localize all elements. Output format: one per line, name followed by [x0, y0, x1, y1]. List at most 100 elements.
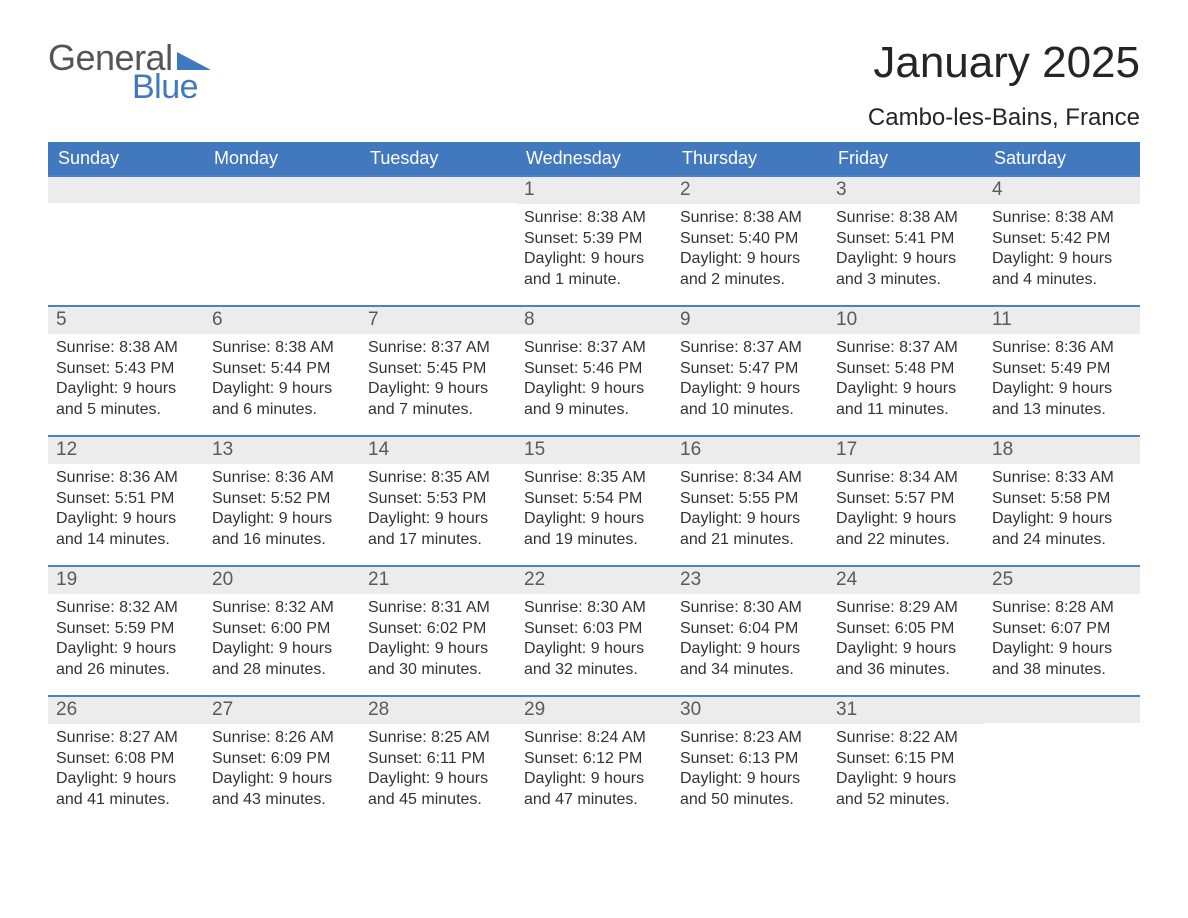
sunrise-value: 8:37 AM	[587, 339, 646, 356]
week-row: 12Sunrise: 8:36 AMSunset: 5:51 PMDayligh…	[48, 435, 1140, 565]
sunset-value: 5:49 PM	[1051, 360, 1111, 377]
daylight-label: Daylight:	[212, 770, 274, 787]
day-number: 29	[516, 695, 672, 724]
day-cell	[204, 175, 360, 305]
sunrise-line: Sunrise: 8:36 AM	[212, 468, 352, 488]
sunrise-label: Sunrise:	[836, 339, 895, 356]
sunset-line: Sunset: 5:55 PM	[680, 489, 820, 509]
day-body: Sunrise: 8:32 AMSunset: 6:00 PMDaylight:…	[204, 594, 360, 688]
sunrise-line: Sunrise: 8:25 AM	[368, 728, 508, 748]
sunset-line: Sunset: 6:03 PM	[524, 619, 664, 639]
sunset-line: Sunset: 6:00 PM	[212, 619, 352, 639]
sunrise-line: Sunrise: 8:36 AM	[56, 468, 196, 488]
sunset-line: Sunset: 6:08 PM	[56, 749, 196, 769]
day-header-row: SundayMondayTuesdayWednesdayThursdayFrid…	[48, 142, 1140, 175]
day-body: Sunrise: 8:35 AMSunset: 5:54 PMDaylight:…	[516, 464, 672, 558]
day-number: 8	[516, 305, 672, 334]
sunset-line: Sunset: 5:46 PM	[524, 359, 664, 379]
day-body: Sunrise: 8:32 AMSunset: 5:59 PMDaylight:…	[48, 594, 204, 688]
day-body: Sunrise: 8:36 AMSunset: 5:52 PMDaylight:…	[204, 464, 360, 558]
sunset-label: Sunset:	[368, 620, 422, 637]
day-cell: 4Sunrise: 8:38 AMSunset: 5:42 PMDaylight…	[984, 175, 1140, 305]
sunrise-line: Sunrise: 8:38 AM	[56, 338, 196, 358]
sunset-line: Sunset: 5:52 PM	[212, 489, 352, 509]
sunset-line: Sunset: 6:12 PM	[524, 749, 664, 769]
daylight-line: Daylight: 9 hours and 16 minutes.	[212, 509, 352, 550]
daylight-line: Daylight: 9 hours and 41 minutes.	[56, 769, 196, 810]
sunset-label: Sunset:	[368, 360, 422, 377]
day-cell: 24Sunrise: 8:29 AMSunset: 6:05 PMDayligh…	[828, 565, 984, 695]
sunrise-line: Sunrise: 8:38 AM	[524, 208, 664, 228]
sunset-label: Sunset:	[56, 750, 110, 767]
sunrise-line: Sunrise: 8:34 AM	[680, 468, 820, 488]
sunset-value: 6:04 PM	[739, 620, 799, 637]
day-body: Sunrise: 8:24 AMSunset: 6:12 PMDaylight:…	[516, 724, 672, 818]
daylight-line: Daylight: 9 hours and 2 minutes.	[680, 249, 820, 290]
day-number: 6	[204, 305, 360, 334]
sunset-value: 5:46 PM	[583, 360, 643, 377]
month-title: January 2025	[868, 40, 1140, 86]
daylight-line: Daylight: 9 hours and 6 minutes.	[212, 379, 352, 420]
sunrise-value: 8:32 AM	[119, 599, 178, 616]
day-cell	[984, 695, 1140, 825]
daylight-label: Daylight:	[524, 250, 586, 267]
day-number: 20	[204, 565, 360, 594]
daylight-label: Daylight:	[836, 510, 898, 527]
sunrise-line: Sunrise: 8:35 AM	[368, 468, 508, 488]
day-number: 24	[828, 565, 984, 594]
sunset-line: Sunset: 5:40 PM	[680, 229, 820, 249]
daylight-label: Daylight:	[524, 380, 586, 397]
day-cell: 18Sunrise: 8:33 AMSunset: 5:58 PMDayligh…	[984, 435, 1140, 565]
daylight-line: Daylight: 9 hours and 52 minutes.	[836, 769, 976, 810]
daylight-line: Daylight: 9 hours and 26 minutes.	[56, 639, 196, 680]
sunrise-value: 8:38 AM	[899, 209, 958, 226]
sunset-label: Sunset:	[212, 490, 266, 507]
sunrise-label: Sunrise:	[680, 339, 739, 356]
day-body: Sunrise: 8:31 AMSunset: 6:02 PMDaylight:…	[360, 594, 516, 688]
sunrise-line: Sunrise: 8:38 AM	[680, 208, 820, 228]
day-number: 23	[672, 565, 828, 594]
day-number: 21	[360, 565, 516, 594]
daylight-label: Daylight:	[56, 380, 118, 397]
sunset-value: 6:08 PM	[115, 750, 175, 767]
day-cell: 15Sunrise: 8:35 AMSunset: 5:54 PMDayligh…	[516, 435, 672, 565]
sunset-value: 5:44 PM	[271, 360, 331, 377]
daylight-label: Daylight:	[680, 380, 742, 397]
day-body: Sunrise: 8:36 AMSunset: 5:49 PMDaylight:…	[984, 334, 1140, 428]
page: General Blue January 2025 Cambo-les-Bain…	[0, 0, 1188, 865]
sunset-label: Sunset:	[992, 490, 1046, 507]
day-cell: 11Sunrise: 8:36 AMSunset: 5:49 PMDayligh…	[984, 305, 1140, 435]
day-number: 18	[984, 435, 1140, 464]
sunset-line: Sunset: 6:13 PM	[680, 749, 820, 769]
sunset-value: 6:11 PM	[427, 750, 485, 767]
daylight-line: Daylight: 9 hours and 34 minutes.	[680, 639, 820, 680]
daylight-line: Daylight: 9 hours and 30 minutes.	[368, 639, 508, 680]
sunset-line: Sunset: 5:39 PM	[524, 229, 664, 249]
sunset-value: 5:45 PM	[427, 360, 487, 377]
day-body: Sunrise: 8:38 AMSunset: 5:40 PMDaylight:…	[672, 204, 828, 298]
sunset-label: Sunset:	[212, 750, 266, 767]
daylight-label: Daylight:	[56, 640, 118, 657]
sunset-line: Sunset: 6:04 PM	[680, 619, 820, 639]
sunrise-line: Sunrise: 8:30 AM	[680, 598, 820, 618]
day-body: Sunrise: 8:22 AMSunset: 6:15 PMDaylight:…	[828, 724, 984, 818]
sunset-label: Sunset:	[680, 230, 734, 247]
sunrise-line: Sunrise: 8:37 AM	[836, 338, 976, 358]
day-number: 19	[48, 565, 204, 594]
sunset-value: 5:55 PM	[739, 490, 799, 507]
sunrise-value: 8:30 AM	[743, 599, 802, 616]
sunset-value: 6:12 PM	[583, 750, 643, 767]
day-body: Sunrise: 8:27 AMSunset: 6:08 PMDaylight:…	[48, 724, 204, 818]
sunrise-label: Sunrise:	[992, 469, 1051, 486]
sunrise-label: Sunrise:	[368, 729, 427, 746]
daylight-label: Daylight:	[56, 510, 118, 527]
day-body: Sunrise: 8:29 AMSunset: 6:05 PMDaylight:…	[828, 594, 984, 688]
day-number: 9	[672, 305, 828, 334]
day-body: Sunrise: 8:34 AMSunset: 5:57 PMDaylight:…	[828, 464, 984, 558]
sunset-label: Sunset:	[56, 490, 110, 507]
sunset-line: Sunset: 6:02 PM	[368, 619, 508, 639]
sunset-line: Sunset: 5:59 PM	[56, 619, 196, 639]
day-cell: 6Sunrise: 8:38 AMSunset: 5:44 PMDaylight…	[204, 305, 360, 435]
sunset-value: 6:07 PM	[1051, 620, 1111, 637]
daylight-label: Daylight:	[992, 640, 1054, 657]
